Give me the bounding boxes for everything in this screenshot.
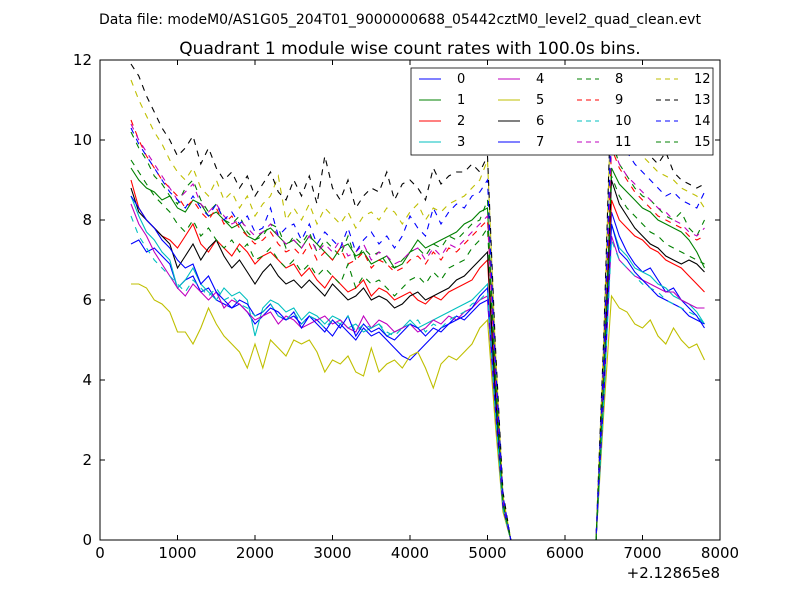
legend-label-2: 2 (457, 114, 465, 129)
legend-box (410, 67, 714, 156)
chart-title: Quadrant 1 module wise count rates with … (179, 39, 640, 59)
legend-label-15: 15 (694, 135, 711, 150)
y-tick-label: 4 (82, 371, 92, 389)
y-tick-label: 2 (82, 451, 92, 469)
series-line-2 (130, 179, 705, 541)
legend-label-3: 3 (457, 135, 465, 150)
legend-label-6: 6 (536, 114, 544, 129)
series-line-8 (130, 131, 705, 541)
legend-label-4: 4 (536, 72, 544, 87)
legend-label-5: 5 (536, 93, 544, 108)
series-line-14 (130, 115, 705, 541)
series-line-11 (130, 123, 705, 541)
series-line-1 (130, 167, 705, 541)
x-tick-label: 8000 (701, 544, 739, 562)
legend-label-10: 10 (615, 114, 632, 129)
x-tick-label: 4000 (391, 544, 429, 562)
x-tick-label: 1000 (158, 544, 196, 562)
series-line-5 (131, 283, 705, 541)
legend-label-12: 12 (694, 72, 711, 87)
legend-label-7: 7 (536, 135, 544, 150)
x-tick-label: 6000 (546, 544, 584, 562)
y-tick-label: 6 (82, 291, 92, 309)
series-lines (130, 63, 705, 541)
y-tick-label: 10 (73, 131, 92, 149)
series-line-10 (130, 215, 705, 541)
legend-label-13: 13 (694, 93, 711, 108)
x-tick-label: 3000 (313, 544, 351, 562)
x-tick-label: 5000 (468, 544, 506, 562)
legend-label-9: 9 (615, 93, 623, 108)
x-tick-label: 7000 (623, 544, 661, 562)
y-tick-label: 12 (73, 51, 92, 69)
y-tick-label: 0 (82, 531, 92, 549)
x-tick-label: 2000 (236, 544, 274, 562)
series-line-13 (130, 63, 705, 541)
series-line-4 (130, 203, 705, 541)
data-file-title: Data file: modeM0/AS1G05_204T01_90000006… (99, 12, 701, 28)
x-tick-label: 0 (95, 544, 105, 562)
series-line-0 (130, 211, 705, 541)
x-axis: 0 1000 2000 3000 4000 5000 6000 7000 8000 (95, 60, 739, 562)
legend-label-1: 1 (457, 93, 465, 108)
x-offset-label: +2.12865e8 (627, 564, 720, 582)
y-tick-label: 8 (82, 211, 92, 229)
legend-label-11: 11 (615, 135, 632, 150)
legend-label-0: 0 (457, 72, 465, 87)
legend-label-14: 14 (694, 114, 711, 129)
legend-label-8: 8 (615, 72, 623, 87)
series-line-12 (130, 79, 705, 541)
series-line-7 (130, 195, 705, 541)
